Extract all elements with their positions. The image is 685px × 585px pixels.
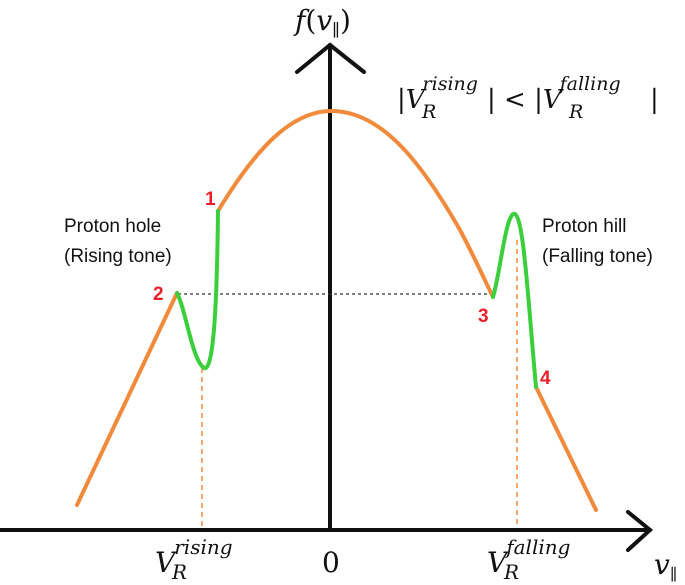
background-distribution bbox=[75, 108, 598, 512]
marker-2: 2 bbox=[153, 284, 164, 305]
right-wing-curve bbox=[534, 385, 598, 512]
origin-label: 0 bbox=[322, 546, 340, 579]
x-axis-label: v∥ bbox=[654, 548, 677, 584]
marker-4: 4 bbox=[540, 368, 551, 389]
proton-hill-label-line1: Proton hill bbox=[542, 216, 627, 237]
perturbations bbox=[175, 209, 538, 389]
y-axis-arrowhead bbox=[295, 42, 366, 74]
proton-hole-label-line2: (Rising tone) bbox=[64, 246, 172, 267]
proton-hill-label-line2: (Falling tone) bbox=[542, 246, 653, 267]
proton-hole-label-line1: Proton hole bbox=[64, 216, 161, 237]
axes bbox=[0, 42, 654, 552]
proton-hole-curve bbox=[175, 209, 220, 370]
proton-hill-curve bbox=[491, 211, 538, 389]
resonance-relation: |Vrising R | < |Vfalling R | bbox=[397, 73, 659, 123]
y-axis-label: f(v∥) bbox=[293, 4, 351, 41]
central-curve bbox=[216, 108, 495, 299]
markers: 1 2 3 4 bbox=[153, 189, 551, 389]
rising-resonance-label: Vrising R bbox=[155, 535, 233, 584]
marker-1: 1 bbox=[205, 189, 216, 210]
x-axis-arrowhead bbox=[626, 510, 654, 552]
falling-resonance-label: Vfalling R bbox=[487, 535, 570, 584]
marker-3: 3 bbox=[478, 306, 489, 327]
left-wing-curve bbox=[75, 291, 179, 507]
